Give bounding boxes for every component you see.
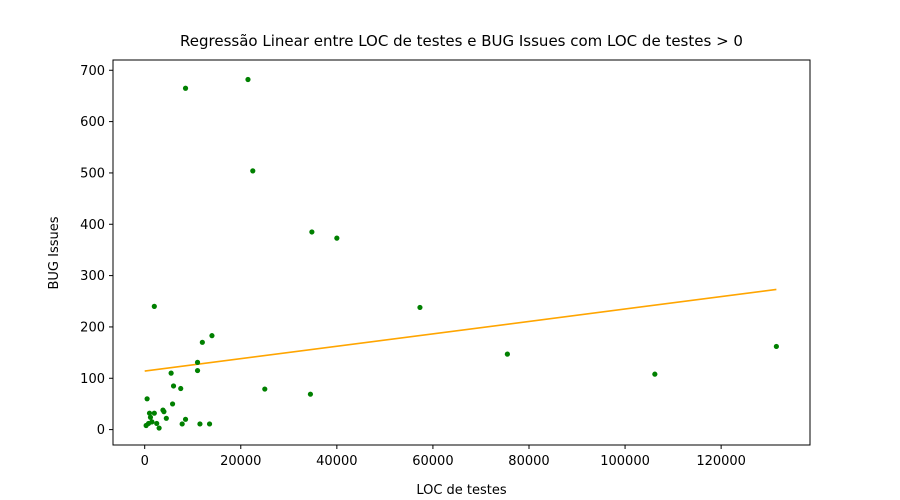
x-axis-ticks: 0 20000 40000 60000 80000 100000 120000 [141,445,746,469]
data-point [144,396,150,402]
data-point [206,421,213,427]
axes-frame [112,59,811,446]
y-tick-label: 700 [80,64,105,79]
data-point [151,303,157,309]
y-tick-label: 200 [80,320,105,335]
plot-area [112,59,811,446]
data-point [334,235,340,241]
data-point [161,409,167,415]
data-point [151,410,157,416]
data-point [309,229,315,235]
data-point [179,421,185,427]
data-point [209,333,215,339]
data-point [163,415,169,421]
chart-title: Regressão Linear entre LOC de testes e B… [180,32,743,50]
x-tick-label: 120000 [696,454,746,469]
x-axis-label: LOC de testes [416,483,507,498]
x-tick-label: 60000 [412,454,453,469]
data-point [773,343,779,350]
data-point [417,304,423,311]
data-point [147,414,154,420]
data-point [652,371,658,377]
data-point [168,370,174,376]
data-point [194,367,201,374]
y-tick-label: 100 [80,372,105,387]
x-tick-label: 0 [141,454,149,469]
y-tick-label: 300 [80,269,105,284]
data-point [182,416,189,422]
data-point [250,168,256,174]
data-point [143,422,149,429]
x-tick-label: 100000 [600,454,650,469]
x-tick-label: 20000 [220,454,261,469]
data-point [156,425,162,431]
data-point [178,385,184,392]
data-point [146,410,153,416]
data-point [199,339,205,345]
y-tick-label: 500 [80,166,105,181]
data-point [154,420,160,427]
x-tick-label: 40000 [316,454,357,469]
data-point [197,421,203,427]
y-axis-label: BUG Issues [47,216,62,289]
data-point [307,391,314,397]
data-point [194,359,201,365]
data-point [262,386,268,392]
data-point [182,85,189,91]
regression-line [144,288,777,372]
data-point [245,76,251,83]
data-point [504,351,510,357]
y-tick-label: 400 [80,218,105,233]
data-point [170,383,177,389]
data-point [169,401,176,407]
y-tick-label: 0 [97,423,105,438]
y-tick-label: 600 [80,115,105,130]
y-axis-ticks: 0 100 200 300 400 500 600 700 [80,64,113,438]
x-tick-label: 80000 [508,454,549,469]
